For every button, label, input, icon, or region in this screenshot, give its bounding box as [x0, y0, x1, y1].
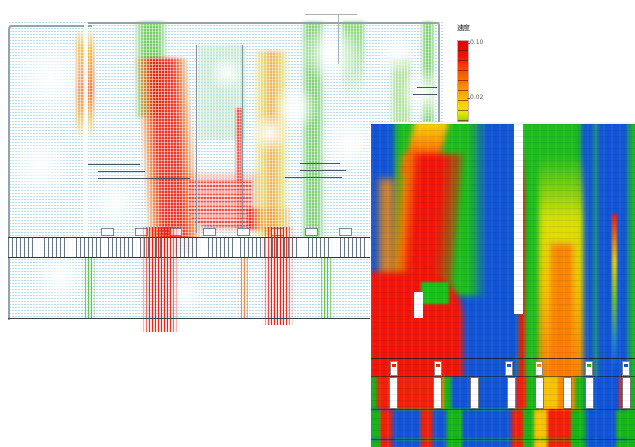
floor-jet-red [140, 227, 180, 332]
bottom-band-streaks [371, 440, 635, 447]
floor-sensor-box [434, 361, 442, 376]
plenum-streak-green [82, 258, 96, 318]
legend-tick-max: 0.10 [470, 39, 484, 46]
contour-green-streak [593, 124, 598, 447]
contour-orange-core [551, 244, 573, 419]
wall-bracket [300, 170, 346, 171]
floor-vent-block [389, 377, 398, 409]
wall-bracket [413, 94, 437, 95]
floor-unit [203, 228, 216, 236]
legend-tick-min: 0.02 [470, 94, 484, 101]
floor-sensor-box [585, 361, 593, 376]
colorbar [457, 40, 469, 124]
wall-bracket [300, 163, 340, 164]
floor-unit [237, 228, 250, 236]
floor-vent-block [433, 377, 442, 409]
window-gap [84, 24, 88, 255]
wall-bracket [98, 178, 190, 179]
plot-border-front [88, 22, 440, 137]
plot-border-top-extra [305, 14, 357, 15]
floor-vent-block [535, 377, 544, 409]
duct-wall-right [242, 45, 243, 233]
floor-unit [101, 228, 114, 236]
floor-unit [339, 228, 352, 236]
floor-line [371, 409, 635, 410]
center-wall-white [514, 124, 523, 314]
floor-unit [305, 228, 318, 236]
floor-vent-block [563, 377, 572, 409]
sensor-mark [587, 364, 591, 367]
sensor-mark [537, 364, 541, 367]
floor-vent-block [622, 377, 631, 409]
plenum-streak-orange [238, 258, 250, 318]
wall-bracket [417, 87, 437, 88]
legend-title: 速度 [457, 24, 470, 32]
low-velocity-cloud [87, 175, 143, 231]
duct-wall-left [196, 45, 197, 233]
plenum-band-streaks [371, 410, 635, 439]
floor-line [371, 376, 635, 377]
contour-green-notch [421, 282, 449, 304]
contour-plot [370, 122, 635, 447]
colorbar-legend: 速度 0.10 0.02 [455, 24, 499, 128]
floor-vent-block [507, 377, 516, 409]
legend-tick-mark [467, 43, 470, 44]
floor-sensor-box [535, 361, 543, 376]
floor-vent-block [470, 377, 479, 409]
floor-line [371, 439, 635, 440]
plot-border-back [8, 25, 92, 320]
plot-bottom-line [8, 318, 438, 319]
wall-bracket [88, 164, 140, 165]
sensor-mark [507, 364, 511, 367]
floor-jet-red [262, 227, 294, 325]
raised-floor-band [8, 237, 438, 258]
sensor-mark [624, 364, 628, 367]
wall-bracket [285, 177, 342, 178]
plot-border-top-extra-vert [338, 14, 339, 64]
contour-thin-hot-line [612, 214, 617, 369]
plenum-streak-green [318, 258, 334, 318]
sensor-mark [436, 364, 440, 367]
vent-band-streaks [371, 377, 635, 409]
wall-bracket [98, 171, 145, 172]
floor-sensor-box [390, 361, 398, 376]
legend-tick-mark [467, 98, 470, 99]
contour-red-mass [371, 272, 463, 382]
white-notch-block [414, 292, 423, 318]
floor-vent-block [585, 377, 594, 409]
floor-sensor-box [505, 361, 513, 376]
floor-sensor-box [622, 361, 630, 376]
floor-line [371, 358, 635, 359]
sensor-mark [392, 364, 396, 367]
